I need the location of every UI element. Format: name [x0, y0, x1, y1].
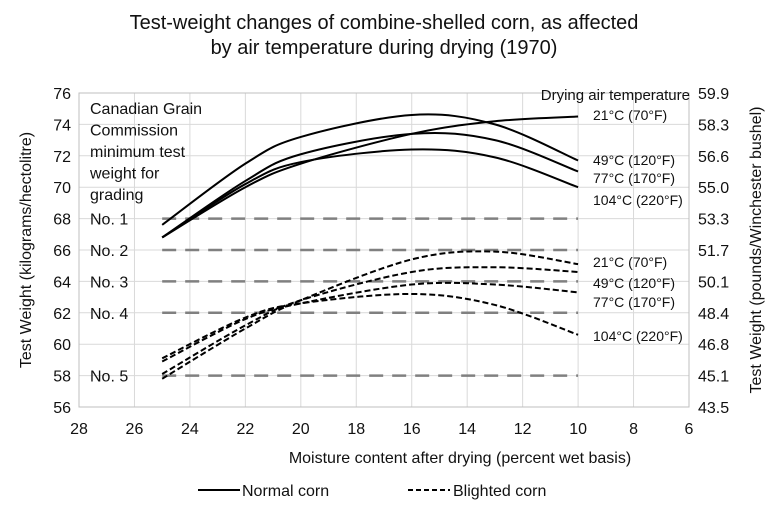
x-tick-label: 6 — [685, 421, 694, 438]
y-tick-label: 74 — [53, 117, 71, 134]
y2-tick-label: 58.3 — [698, 117, 729, 134]
x-tick-label: 22 — [236, 421, 254, 438]
grade-note-line: minimum test — [90, 144, 186, 161]
x-tick-label: 18 — [347, 421, 365, 438]
grade-note-line: Commission — [90, 123, 178, 140]
y-tick-label: 68 — [53, 212, 71, 229]
y2-tick-label: 56.6 — [698, 149, 729, 166]
x-tick-label: 20 — [292, 421, 310, 438]
series-line-blighted — [161, 250, 579, 380]
grade-label: No. 4 — [90, 306, 128, 323]
grade-note-line: Canadian Grain — [90, 101, 202, 118]
y-tick-label: 62 — [53, 306, 71, 323]
labels: 21°C (70°F) 49°C (120°F) 77°C (170°F) 104°C… — [541, 87, 690, 344]
series-label: 104°C (220°F) — [593, 192, 683, 208]
y2-tick-label: 46.8 — [698, 337, 729, 354]
series-label: 21°C (70°F) — [593, 254, 667, 270]
series-label: 49°C (120°F) — [593, 152, 675, 168]
curves — [161, 113, 579, 380]
legend-normal-label: Normal corn — [242, 483, 329, 500]
x-tick-label: 10 — [569, 421, 587, 438]
y-tick-label: 72 — [53, 149, 71, 166]
grade-label: No. 2 — [90, 243, 128, 260]
series-line-normal — [161, 113, 579, 226]
series-line-normal — [161, 131, 579, 239]
y2-tick-label: 55.0 — [698, 180, 729, 197]
series-label: 21°C (70°F) — [593, 107, 667, 123]
x-axis-title: Moisture content after drying (percent w… — [289, 450, 631, 467]
series-line-blighted — [161, 281, 579, 363]
y-tick-label: 58 — [53, 369, 71, 386]
x-tick-label: 16 — [403, 421, 421, 438]
y2-tick-label: 50.1 — [698, 274, 729, 291]
grade-label: No. 1 — [90, 212, 128, 229]
series-label: 104°C (220°F) — [593, 328, 683, 344]
series-label: 49°C (120°F) — [593, 275, 675, 291]
x-tick-label: 26 — [126, 421, 144, 438]
series-label: 77°C (170°F) — [593, 170, 675, 186]
series-group-label: Drying air temperature — [541, 87, 690, 104]
grade-label: No. 3 — [90, 274, 128, 291]
legend: Normal corn Blighted corn — [198, 483, 546, 500]
y-tick-label: 56 — [53, 400, 71, 417]
y2-tick-label: 45.1 — [698, 369, 729, 386]
y2-tick-label: 48.4 — [698, 306, 729, 323]
y2-tick-label: 59.9 — [698, 86, 729, 103]
series-line-blighted — [161, 266, 579, 375]
chart-title-line-1: Test-weight changes of combine-shelled c… — [130, 12, 639, 34]
y2-tick-label: 43.5 — [698, 400, 729, 417]
y-tick-label: 64 — [53, 274, 71, 291]
x-tick-label: 28 — [70, 421, 88, 438]
y2-axis-title: Test Weight (pounds/Winchester bushel) — [748, 107, 765, 394]
x-tick-label: 14 — [458, 421, 476, 438]
y2-tick-label: 53.3 — [698, 212, 729, 229]
y2-tick-label: 51.7 — [698, 243, 729, 260]
x-tick-label: 12 — [514, 421, 532, 438]
y-tick-label: 60 — [53, 337, 71, 354]
y-tick-label: 66 — [53, 243, 71, 260]
series-line-blighted — [161, 292, 579, 360]
grade-note-line: weight for — [89, 166, 160, 183]
grade-note: Canadian Grain Commission minimum test weig… — [89, 101, 202, 204]
chart-title-line-2: by air temperature during drying (1970) — [211, 37, 558, 59]
x-tick-label: 24 — [181, 421, 199, 438]
legend-blighted-label: Blighted corn — [453, 483, 546, 500]
series-line-normal — [161, 148, 579, 239]
grade-note-line: grading — [90, 187, 143, 204]
plot-border — [78, 92, 690, 408]
series-label: 77°C (170°F) — [593, 294, 675, 310]
y-axis-title: Test Weight (kilograms/hectolitre) — [18, 132, 35, 368]
grade-label: No. 5 — [90, 369, 128, 386]
series-line-normal — [161, 115, 579, 239]
x-tick-label: 8 — [629, 421, 638, 438]
y-tick-label: 70 — [53, 180, 71, 197]
y-tick-label: 76 — [53, 86, 71, 103]
